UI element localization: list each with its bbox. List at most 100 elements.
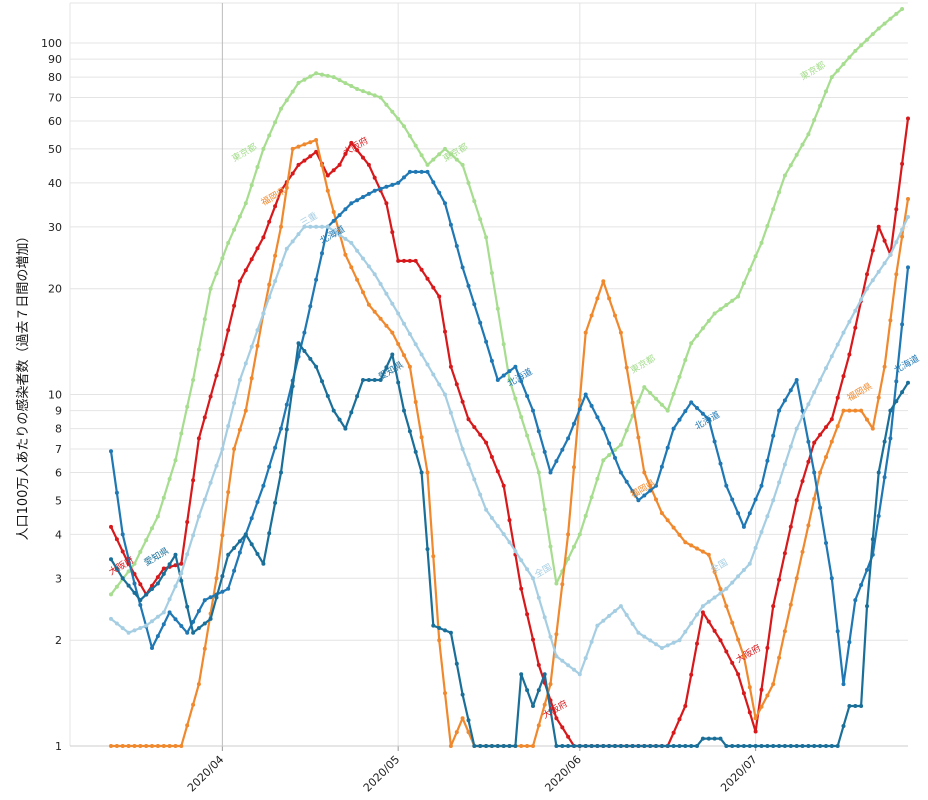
- data-point: [454, 730, 459, 735]
- data-point: [835, 68, 840, 73]
- data-point: [407, 332, 412, 336]
- data-point: [788, 163, 793, 168]
- data-point: [847, 55, 852, 60]
- data-point: [454, 428, 459, 433]
- data-point: [712, 311, 717, 316]
- data-point: [513, 549, 518, 554]
- data-point: [443, 691, 447, 696]
- data-point: [624, 613, 629, 617]
- data-point: [824, 455, 828, 459]
- data-point: [232, 546, 237, 550]
- data-point: [466, 283, 471, 288]
- data-point: [818, 470, 823, 475]
- data-point: [220, 447, 225, 451]
- data-point: [355, 277, 360, 282]
- data-point: [736, 294, 741, 299]
- data-point: [273, 445, 278, 450]
- data-point: [536, 663, 541, 667]
- data-point: [777, 408, 782, 413]
- data-point: [355, 248, 360, 253]
- data-point: [466, 181, 471, 185]
- data-point: [161, 610, 166, 615]
- data-point: [448, 410, 453, 415]
- data-point: [536, 723, 541, 728]
- data-point: [489, 515, 494, 520]
- data-point: [841, 724, 846, 728]
- data-point: [865, 417, 869, 422]
- y-tick-label: 90: [48, 53, 62, 66]
- data-point: [741, 524, 746, 529]
- data-point: [583, 330, 588, 335]
- data-point: [249, 516, 254, 521]
- data-point: [361, 378, 365, 382]
- data-point: [361, 256, 365, 261]
- data-point: [320, 379, 324, 384]
- data-point: [736, 744, 741, 748]
- data-point: [618, 442, 623, 447]
- data-point: [243, 268, 248, 273]
- y-tick-label: 30: [48, 221, 62, 234]
- data-point: [689, 400, 694, 405]
- data-point: [800, 408, 805, 413]
- data-point: [812, 744, 817, 748]
- data-point: [478, 217, 483, 222]
- data-point: [607, 441, 612, 446]
- data-point: [226, 552, 231, 557]
- data-point: [577, 744, 582, 748]
- data-point: [736, 637, 741, 642]
- data-point: [847, 640, 852, 645]
- data-point: [724, 586, 729, 591]
- data-point: [267, 282, 272, 287]
- data-point: [531, 452, 535, 456]
- data-point: [431, 554, 436, 559]
- data-point: [659, 511, 664, 516]
- data-point: [683, 744, 688, 748]
- data-point: [191, 630, 196, 635]
- data-point: [402, 258, 406, 263]
- data-point: [237, 378, 242, 382]
- data-point: [853, 704, 858, 708]
- data-point: [519, 415, 524, 419]
- y-tick-label: 40: [48, 177, 62, 190]
- data-point: [454, 157, 459, 162]
- data-point: [525, 744, 530, 748]
- data-point: [712, 736, 717, 741]
- data-point: [554, 654, 559, 659]
- data-point: [478, 320, 483, 325]
- data-point: [618, 330, 623, 335]
- data-point: [771, 433, 776, 438]
- data-point: [794, 576, 799, 581]
- data-point: [847, 319, 852, 324]
- data-point: [695, 333, 699, 338]
- data-point: [636, 498, 641, 503]
- data-point: [595, 744, 600, 748]
- data-point: [437, 190, 442, 195]
- data-point: [220, 574, 225, 579]
- y-tick-label: 20: [48, 283, 62, 296]
- data-point: [659, 646, 664, 650]
- data-point: [572, 544, 576, 549]
- data-point: [255, 552, 260, 556]
- data-point: [202, 621, 207, 626]
- data-point: [870, 248, 875, 253]
- data-point: [800, 479, 805, 484]
- series-label: 東京都: [628, 352, 657, 376]
- data-point: [407, 429, 412, 434]
- data-point: [689, 543, 694, 548]
- data-point: [196, 347, 201, 352]
- data-point: [548, 544, 553, 549]
- data-point: [847, 352, 852, 357]
- data-point: [853, 308, 858, 313]
- data-point: [847, 408, 852, 413]
- data-point: [595, 476, 600, 481]
- data-point: [279, 188, 283, 193]
- data-point: [888, 408, 893, 413]
- data-point: [337, 78, 342, 83]
- data-point: [196, 626, 201, 631]
- data-point: [583, 392, 588, 397]
- data-point: [759, 744, 764, 748]
- data-point: [402, 321, 406, 326]
- data-point: [431, 157, 436, 162]
- data-point: [741, 568, 746, 572]
